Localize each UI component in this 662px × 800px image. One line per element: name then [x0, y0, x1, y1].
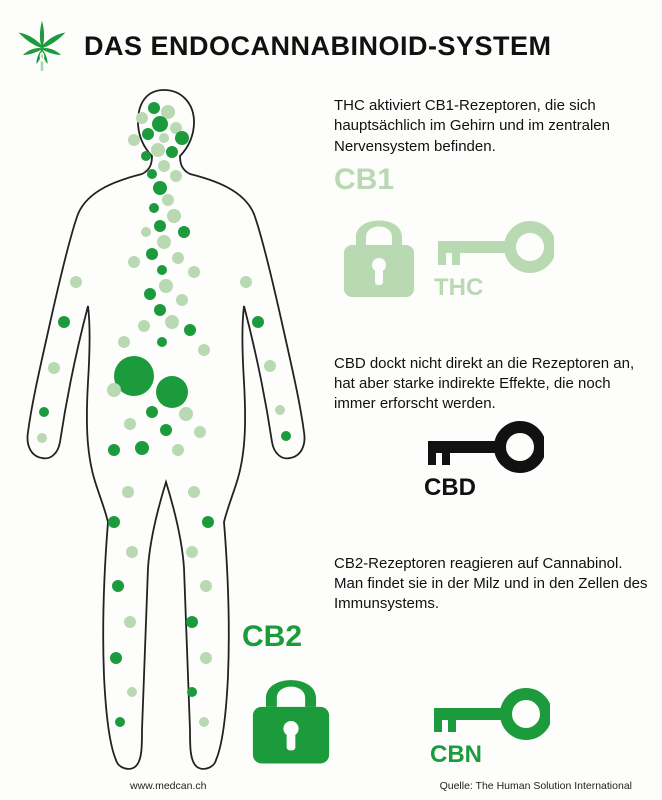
- lock-icon: [334, 197, 424, 297]
- cannabis-leaf-icon: [14, 18, 70, 74]
- cbd-text: CBD dockt nicht direkt an die Rezeptoren…: [334, 354, 652, 415]
- cbd-key-group: CBD: [424, 421, 652, 502]
- key-icon: [430, 688, 550, 740]
- cbn-key-group: CBN: [430, 688, 550, 769]
- content: THC aktiviert CB1-Rezeptoren, die sich h…: [0, 82, 662, 787]
- key-icon: [434, 221, 554, 273]
- page-title: DAS ENDOCANNABINOID-SYSTEM: [84, 31, 552, 62]
- thc-key-group: THC: [434, 221, 554, 302]
- header: DAS ENDOCANNABINOID-SYSTEM: [0, 0, 662, 82]
- cb2-text: CB2-Rezeptoren reagieren auf Cannabinol.…: [334, 554, 652, 615]
- thc-key-label: THC: [434, 274, 554, 302]
- cbn-key-label: CBN: [430, 741, 550, 769]
- block-cb2: CB2-Rezeptoren reagieren auf Cannabinol.…: [334, 554, 652, 770]
- key-icon: [424, 421, 544, 473]
- lock-icon: [242, 654, 340, 764]
- cb2-lock-label: CB2: [242, 620, 340, 654]
- cb2-lock-group: CB2: [242, 620, 340, 769]
- cb1-lock-label: CB1: [334, 163, 424, 197]
- footer-source: Quelle: The Human Solution International: [440, 780, 632, 792]
- footer: www.medcan.ch Quelle: The Human Solution…: [0, 780, 662, 792]
- cbd-key-label: CBD: [424, 474, 652, 502]
- cb1-text: THC aktiviert CB1-Rezeptoren, die sich h…: [334, 96, 652, 157]
- block-cb1: THC aktiviert CB1-Rezeptoren, die sich h…: [334, 96, 652, 302]
- block-cbd: CBD dockt nicht direkt an die Rezeptoren…: [334, 354, 652, 502]
- cb1-lock-group: CB1: [334, 163, 424, 302]
- footer-url: www.medcan.ch: [130, 780, 206, 792]
- info-column: THC aktiviert CB1-Rezeptoren, die sich h…: [334, 82, 652, 787]
